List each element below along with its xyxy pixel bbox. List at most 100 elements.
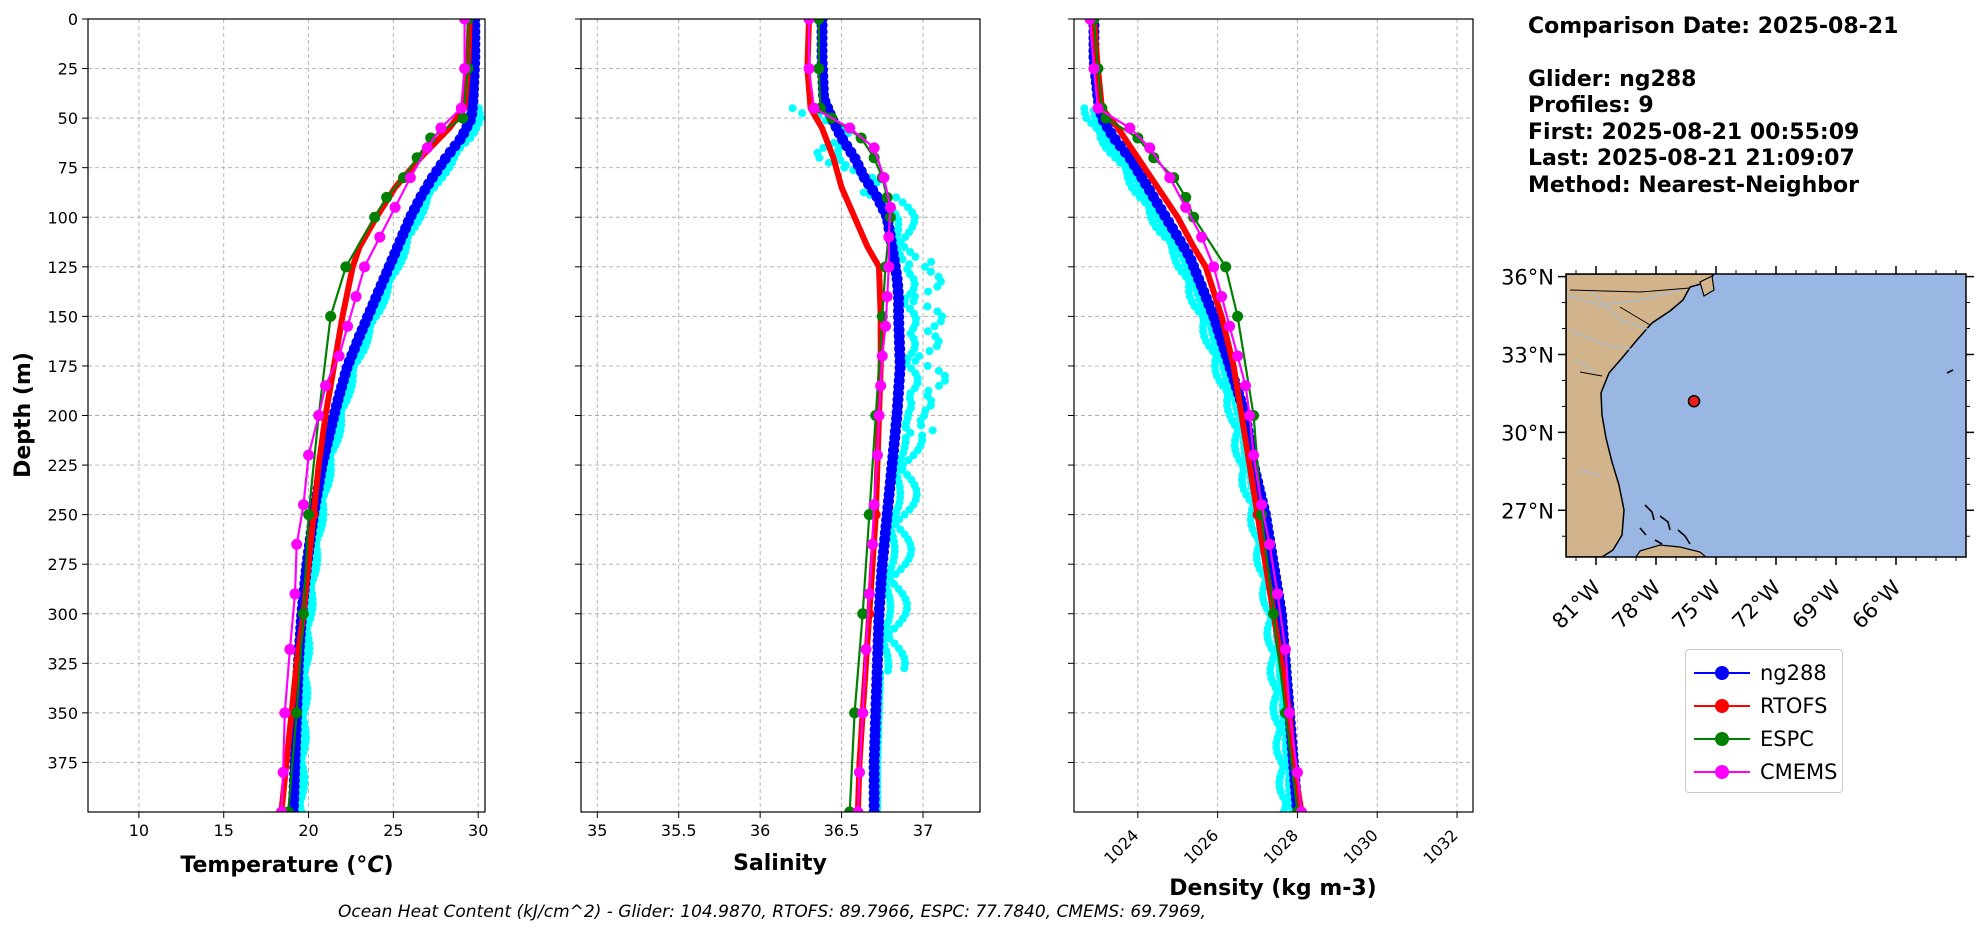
salinity-raw-point [829, 138, 838, 147]
salinity-point-cmems [875, 380, 887, 392]
profile-count: Profiles: 9 [1528, 93, 1654, 118]
salinity-xtick-label: 36 [750, 821, 770, 840]
map-lon-label: 72°W [1728, 575, 1786, 633]
glider-name: Glider: ng288 [1528, 66, 1697, 92]
salinity-point-cmems [867, 538, 879, 550]
salinity-point-cmems [873, 410, 885, 421]
temperature-point-espc [291, 707, 303, 719]
density-raw-point [1111, 153, 1120, 162]
temperature-point-cmems [359, 261, 371, 273]
density-xtick-label: 1028 [1260, 826, 1302, 868]
map-lon-label: 81°W [1548, 575, 1606, 633]
first-time: First: 2025-08-21 00:55:09 [1528, 119, 1860, 145]
legend-entry-rtofs: RTOFS [1686, 689, 1842, 722]
salinity-raw-point [923, 302, 932, 311]
salinity-point-espc [849, 707, 861, 719]
depth-ytick-label: 350 [47, 704, 78, 723]
map-land-cuba [1635, 544, 1707, 557]
salinity-xtick-label: 35.5 [661, 821, 697, 840]
salinity-point-cmems [844, 122, 856, 134]
density-point-cmems [1279, 643, 1291, 655]
temperature-point-cmems [389, 201, 401, 213]
density-point-espc [1268, 608, 1279, 620]
temperature-raw-point [297, 808, 306, 812]
legend-entry-cmems: CMEMS [1686, 755, 1842, 788]
map-lat-label: 27°N [1501, 499, 1554, 523]
map-lat-label: 33°N [1501, 343, 1554, 367]
salinity-raw-point [923, 361, 932, 370]
depth-ytick-label: 225 [47, 456, 78, 475]
salinity-point-cmems [878, 172, 890, 184]
density-line-rtofs [1090, 19, 1305, 812]
salinity-xtick-label: 37 [913, 821, 933, 840]
salinity-xtick-label: 36.5 [824, 821, 860, 840]
salinity-raw-point [932, 342, 941, 351]
depth-ytick-label: 0 [68, 10, 78, 29]
comparison-date: Comparison Date: 2025-08-21 [1528, 14, 1899, 39]
map-bahamas [1639, 504, 1691, 545]
salinity-raw-point [900, 510, 909, 519]
salinity-raw-point [890, 624, 899, 633]
density-panel: 1024 1026 1028 1030 1032 Density (kg m-3) [1068, 18, 1474, 901]
temperature-series-cmems [275, 19, 471, 812]
density-xtick-label: 1032 [1419, 826, 1461, 868]
density-point-cmems [1295, 806, 1307, 812]
temperature-xtick-label: 15 [214, 821, 234, 840]
salinity-point-cmems [857, 707, 869, 719]
density-point-espc [1188, 211, 1200, 223]
salinity-ng288-raw [788, 104, 949, 812]
salinity-raw-point [891, 570, 900, 579]
density-point-cmems [1164, 172, 1176, 184]
depth-ylabel: Depth (m) [11, 352, 36, 478]
salinity-point-cmems [852, 806, 864, 812]
density-yticks [1068, 18, 1074, 763]
salinity-raw-point [885, 634, 894, 643]
salinity-raw-point [898, 198, 907, 207]
salinity-raw-point [928, 426, 937, 435]
salinity-raw-point [924, 287, 933, 296]
salinity-point-cmems [880, 320, 892, 332]
temperature-line-cmems [280, 19, 466, 812]
density-raw-point [1106, 148, 1115, 157]
salinity-point-cmems [808, 102, 820, 114]
salinity-point-cmems [881, 291, 893, 303]
salinity-raw-point [909, 451, 918, 460]
map-bermuda [1946, 369, 1954, 374]
map-lon-label: 69°W [1788, 575, 1846, 633]
density-point-cmems [1196, 231, 1208, 243]
salinity-raw-point [898, 466, 907, 475]
temperature-line-rtofs [278, 19, 473, 812]
salinity-raw-point [900, 242, 909, 251]
temperature-point-cmems [459, 19, 471, 25]
density-raw-point [1135, 193, 1144, 202]
salinity-point-cmems [868, 499, 880, 511]
depth-ytick-label: 75 [58, 159, 78, 178]
temperature-point-espc [340, 261, 352, 273]
salinity-raw-point [926, 267, 935, 276]
salinity-point-cmems [876, 350, 888, 362]
density-series [1080, 19, 1307, 812]
legend-swatch-rtofs [1694, 696, 1750, 716]
density-xtick-label: 1030 [1340, 826, 1382, 868]
temperature-point-cmems [435, 122, 447, 134]
density-point-cmems [1271, 588, 1283, 600]
salinity-raw-point [923, 327, 932, 336]
density-line-cmems [1088, 19, 1303, 812]
map-land-cape [1699, 275, 1715, 297]
salinity-raw-point [840, 163, 849, 172]
salinity-raw-point [917, 421, 926, 430]
density-series-cmems [1084, 19, 1307, 812]
density-raw-point [1160, 233, 1169, 242]
salinity-point-cmems [853, 766, 865, 778]
salinity-series-cmems [803, 19, 896, 812]
density-point-espc [1148, 152, 1160, 164]
salinity-raw-point [819, 143, 828, 152]
legend-entry-ng288: ng288 [1686, 656, 1842, 689]
salinity-series [788, 19, 949, 812]
density-raw-point [1116, 158, 1125, 167]
depth-ytick-label: 375 [47, 753, 78, 772]
map-lat-label: 30°N [1501, 421, 1554, 445]
salinity-raw-point [934, 366, 943, 375]
salinity-raw-point [904, 456, 913, 465]
